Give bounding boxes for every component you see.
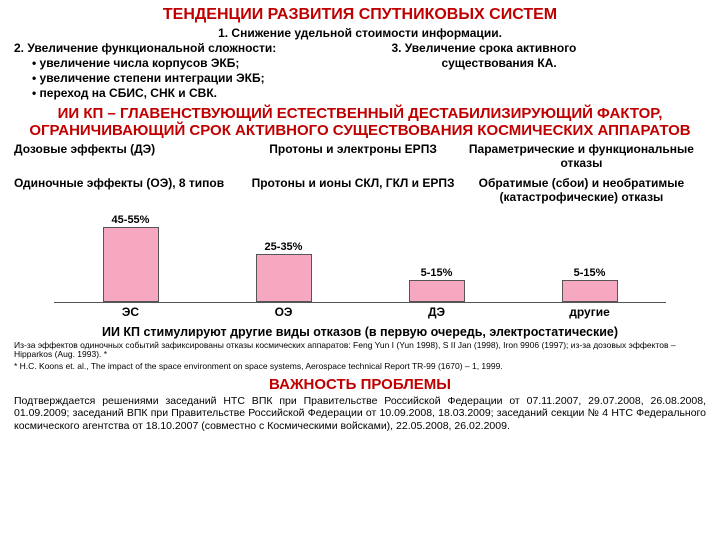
chart-bar: 5-15% [409, 280, 465, 301]
importance-title: ВАЖНОСТЬ ПРОБЛЕМЫ [14, 376, 706, 393]
chart-bar-label: 25-35% [265, 241, 303, 253]
chart-bar: 5-15% [562, 280, 618, 301]
point-2-bullet-2: • увеличение степени интеграции ЭКБ; [14, 71, 391, 86]
bar-chart: 45-55%25-35%5-15%5-15% ЭСОЭДЭдругие [54, 210, 666, 319]
chart-x-label: ДЭ [410, 305, 464, 319]
point-3-line-1: 3. Увеличение срока активного [391, 41, 706, 56]
chart-bar-label: 5-15% [421, 267, 453, 279]
effects-row-a: Дозовые эффекты (ДЭ) Протоны и электроны… [14, 142, 706, 170]
point-2-bullet-1: • увеличение числа корпусов ЭКБ; [14, 56, 391, 71]
chart-bar: 25-35% [256, 254, 312, 302]
chart-bar: 45-55% [103, 227, 159, 301]
point-2-bullet-3: • переход на СБИС, СНК и СВК. [14, 86, 391, 101]
points-2-3: 2. Увеличение функциональной сложности: … [14, 41, 706, 101]
row-a-col-3: Параметрические и функциональные отказы [457, 142, 706, 170]
point-3-line-2: существования КА. [391, 56, 706, 71]
chart-plot-area: 45-55%25-35%5-15%5-15% [54, 210, 666, 303]
footnote-2: * H.C. Koons et. al., The impact of the … [14, 362, 706, 372]
chart-x-axis: ЭС ОЭ ДЭ другие [54, 305, 666, 319]
row-b-col-2: Протоны и ионы СКЛ, ГКЛ и ЕРПЗ [249, 176, 457, 204]
slide-page: ТЕНДЕНЦИИ РАЗВИТИЯ СПУТНИКОВЫХ СИСТЕМ 1.… [0, 0, 720, 540]
row-b-col-3: Обратимые (сбои) и необратимые (катастро… [457, 176, 706, 204]
chart-x-label: ОЭ [257, 305, 311, 319]
effects-row-b: Одиночные эффекты (ОЭ), 8 типов Протоны … [14, 176, 706, 204]
main-title: ТЕНДЕНЦИИ РАЗВИТИЯ СПУТНИКОВЫХ СИСТЕМ [14, 6, 706, 24]
row-b-col-1: Одиночные эффекты (ОЭ), 8 типов [14, 176, 249, 204]
stimulate-note: ИИ КП стимулируют другие виды отказов (в… [14, 325, 706, 339]
point-1: 1. Снижение удельной стоимости информаци… [14, 26, 706, 40]
point-2-head: 2. Увеличение функциональной сложности: [14, 41, 391, 56]
row-a-col-1: Дозовые эффекты (ДЭ) [14, 142, 249, 170]
point-3-col: 3. Увеличение срока активного существова… [391, 41, 706, 101]
chart-bar-label: 45-55% [112, 214, 150, 226]
confirmation-text: Подтверждается решениями заседаний НТС В… [14, 395, 706, 433]
red-statement: ИИ КП – ГЛАВЕНСТВУЮЩИЙ ЕСТЕСТВЕННЫЙ ДЕСТ… [14, 105, 706, 140]
footnote-1: Из-за эффектов одиночных событий зафикси… [14, 341, 706, 361]
chart-bar-label: 5-15% [574, 267, 606, 279]
chart-x-label: ЭС [104, 305, 158, 319]
point-2-col: 2. Увеличение функциональной сложности: … [14, 41, 391, 101]
chart-x-label: другие [563, 305, 617, 319]
row-a-col-2: Протоны и электроны ЕРПЗ [249, 142, 457, 170]
